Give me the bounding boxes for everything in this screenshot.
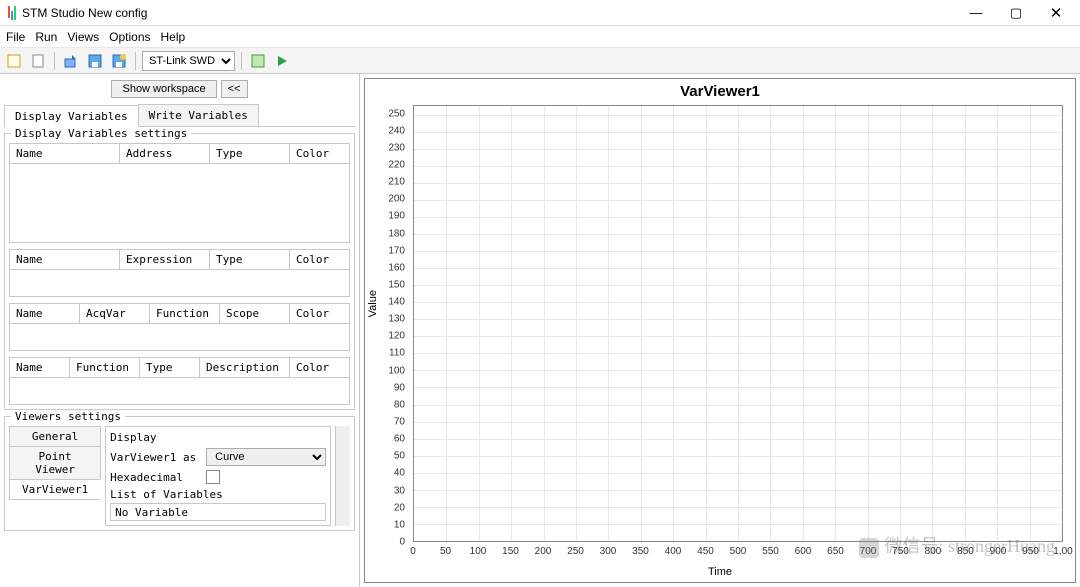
col-function[interactable]: Function xyxy=(70,358,140,377)
hex-checkbox[interactable] xyxy=(206,470,220,484)
variable-list[interactable]: No Variable xyxy=(110,503,326,521)
col-name[interactable]: Name xyxy=(10,250,120,269)
col-scope[interactable]: Scope xyxy=(220,304,290,323)
variables-table-3: Name AcqVar Function Scope Color xyxy=(9,303,350,351)
col-type[interactable]: Type xyxy=(210,144,290,163)
save-icon[interactable] xyxy=(85,51,105,71)
chart-title: VarViewer1 xyxy=(365,79,1075,100)
chart-plot-area[interactable] xyxy=(413,105,1063,542)
tab-display-variables[interactable]: Display Variables xyxy=(4,105,139,127)
hex-label: Hexadecimal xyxy=(110,471,200,484)
col-name[interactable]: Name xyxy=(10,304,80,323)
viewers-settings: Viewers settings General Point Viewer Va… xyxy=(4,416,355,531)
variables-table-2: Name Expression Type Color xyxy=(9,249,350,297)
fieldset-legend: Display Variables settings xyxy=(11,127,191,140)
viewer-panel: Display VarViewer1 as Curve Hexadecimal … xyxy=(105,426,331,526)
vtab-point-viewer[interactable]: Point Viewer xyxy=(9,446,101,480)
table-body[interactable] xyxy=(10,378,349,404)
x-axis-label: Time xyxy=(708,566,732,578)
tab-write-variables[interactable]: Write Variables xyxy=(138,104,259,126)
vtab-general[interactable]: General xyxy=(9,426,101,447)
toolbar: ST-Link SWD xyxy=(0,48,1080,74)
menu-help[interactable]: Help xyxy=(161,30,186,44)
variables-table-1: Name Address Type Color xyxy=(9,143,350,243)
viewers-legend: Viewers settings xyxy=(11,410,125,423)
col-function[interactable]: Function xyxy=(150,304,220,323)
menu-options[interactable]: Options xyxy=(109,30,150,44)
show-workspace-button[interactable]: Show workspace xyxy=(111,80,216,98)
new-icon[interactable] xyxy=(4,51,24,71)
y-tick-labels: 0102030405060708090100110120130140150160… xyxy=(365,105,409,542)
col-description[interactable]: Description xyxy=(200,358,290,377)
right-panel: VarViewer1 Value 01020304050607080901001… xyxy=(360,74,1080,587)
col-name[interactable]: Name xyxy=(10,144,120,163)
left-panel: Show workspace << Display Variables Writ… xyxy=(0,74,360,587)
table-body[interactable] xyxy=(10,270,349,296)
scrollbar[interactable] xyxy=(335,426,350,526)
col-expression[interactable]: Expression xyxy=(120,250,210,269)
col-color[interactable]: Color xyxy=(290,358,349,377)
col-color[interactable]: Color xyxy=(290,304,349,323)
minimize-button[interactable]: — xyxy=(956,1,996,25)
connector-select[interactable]: ST-Link SWD xyxy=(142,51,235,71)
title-bar: STM Studio New config — ▢ ✕ xyxy=(0,0,1080,26)
window-title: STM Studio New config xyxy=(22,6,147,20)
col-address[interactable]: Address xyxy=(120,144,210,163)
variable-tabs: Display Variables Write Variables xyxy=(4,104,355,127)
col-color[interactable]: Color xyxy=(290,250,349,269)
display-variables-settings: Display Variables settings Name Address … xyxy=(4,133,355,410)
panel-title: Display xyxy=(110,431,326,444)
col-name[interactable]: Name xyxy=(10,358,70,377)
table-body[interactable] xyxy=(10,164,349,242)
config-icon[interactable] xyxy=(248,51,268,71)
col-type[interactable]: Type xyxy=(140,358,200,377)
menu-bar: File Run Views Options Help xyxy=(0,26,1080,48)
col-color[interactable]: Color xyxy=(290,144,349,163)
menu-views[interactable]: Views xyxy=(67,30,99,44)
app-icon xyxy=(8,6,16,20)
import-icon[interactable] xyxy=(61,51,81,71)
variables-table-4: Name Function Type Description Color xyxy=(9,357,350,405)
chart-viewer: VarViewer1 Value 01020304050607080901001… xyxy=(364,78,1076,583)
col-type[interactable]: Type xyxy=(210,250,290,269)
x-tick-labels: 0501001502002503003504004505005506006507… xyxy=(413,546,1063,560)
table-body[interactable] xyxy=(10,324,349,350)
list-label: List of Variables xyxy=(110,488,326,501)
vtab-varviewer1[interactable]: VarViewer1 xyxy=(9,479,101,500)
col-acqvar[interactable]: AcqVar xyxy=(80,304,150,323)
run-icon[interactable] xyxy=(272,51,292,71)
menu-file[interactable]: File xyxy=(6,30,25,44)
close-button[interactable]: ✕ xyxy=(1036,1,1076,25)
save-as-icon[interactable] xyxy=(109,51,129,71)
menu-run[interactable]: Run xyxy=(35,30,57,44)
maximize-button[interactable]: ▢ xyxy=(996,1,1036,25)
as-label: VarViewer1 as xyxy=(110,451,200,464)
file-icon[interactable] xyxy=(28,51,48,71)
collapse-button[interactable]: << xyxy=(221,80,248,98)
as-select[interactable]: Curve xyxy=(206,448,326,466)
